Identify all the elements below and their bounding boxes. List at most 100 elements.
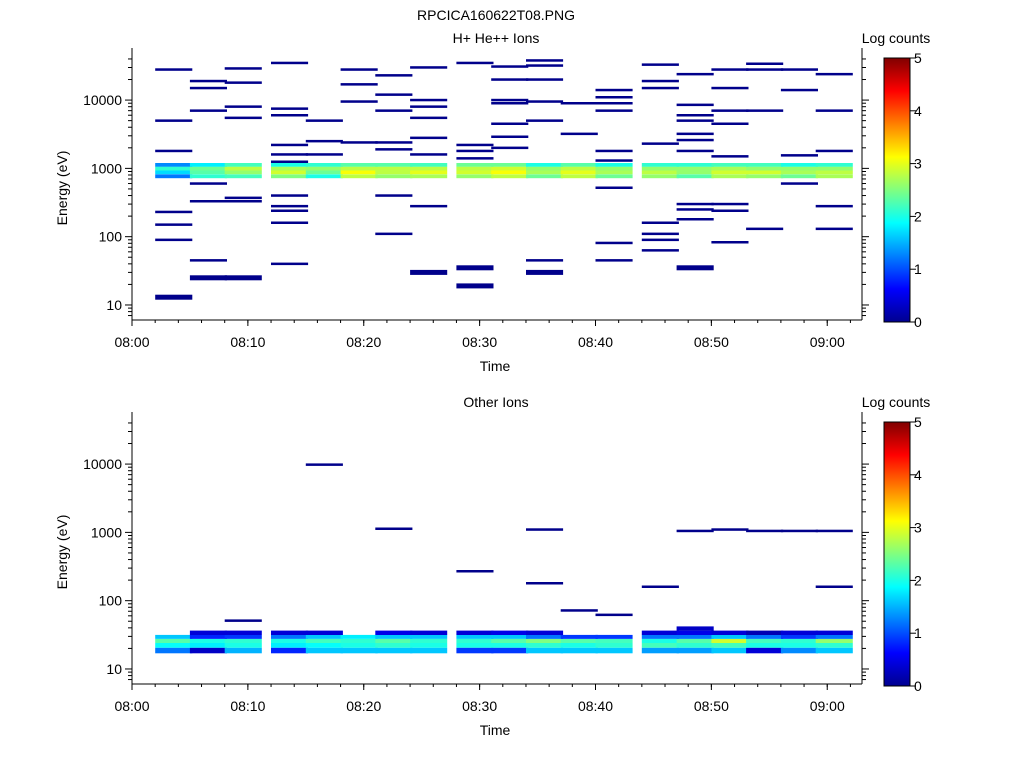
- heatmap-cell: [526, 582, 564, 585]
- panel-title: H+ He++ Ions: [453, 30, 540, 46]
- heatmap-cell: [780, 170, 818, 175]
- heatmap-cell: [746, 163, 784, 167]
- heatmap-cell: [305, 463, 343, 466]
- heatmap-cell: [375, 148, 413, 151]
- heatmap-cell: [305, 634, 343, 639]
- heatmap-cell: [676, 218, 714, 221]
- heatmap-cell: [456, 639, 494, 643]
- heatmap-cell: [189, 643, 227, 648]
- heatmap-cell: [641, 647, 679, 654]
- heatmap-cell: [815, 170, 853, 175]
- heatmap-cell: [526, 59, 564, 62]
- heatmap-cell: [271, 643, 309, 648]
- heatmap-cell: [815, 639, 853, 643]
- heatmap-cell: [526, 163, 564, 167]
- heatmap-cell: [676, 208, 714, 211]
- heatmap-cell: [676, 163, 714, 167]
- heatmap-cell: [340, 643, 378, 648]
- heatmap-cell: [155, 643, 193, 648]
- heatmap-cell: [224, 174, 262, 179]
- heatmap-cell: [305, 139, 343, 143]
- colorbar-gradient: [883, 421, 911, 687]
- heatmap-cell: [375, 166, 413, 171]
- heatmap-cell: [224, 619, 262, 622]
- heatmap-cell: [305, 643, 343, 648]
- y-axis-label: Energy (eV): [54, 151, 70, 226]
- heatmap-cell: [491, 170, 529, 175]
- heatmap-cell: [641, 63, 679, 66]
- heatmap-cell: [815, 227, 853, 231]
- heatmap-cell: [641, 79, 679, 83]
- heatmap-cell: [271, 262, 309, 266]
- heatmap-cell: [271, 107, 309, 110]
- heatmap-cell: [595, 166, 633, 171]
- heatmap-cell: [641, 142, 679, 145]
- heatmap-cell: [780, 634, 818, 639]
- heatmap-cell: [271, 630, 309, 635]
- heatmap-cell: [711, 174, 749, 179]
- heatmap-cell: [815, 163, 853, 167]
- heatmap-cell: [375, 643, 413, 648]
- heatmap-cell: [595, 643, 633, 648]
- heatmap-cell: [676, 149, 714, 153]
- heatmap-cell: [491, 65, 529, 68]
- heatmap-cell: [595, 647, 633, 654]
- heatmap-cell: [641, 238, 679, 242]
- heatmap-cell: [410, 66, 448, 69]
- heatmap-cell: [491, 135, 529, 138]
- heatmap-cell: [595, 109, 633, 112]
- heatmap-cell: [224, 166, 262, 171]
- heatmap-cell: [491, 102, 529, 105]
- colorbar: 0 1 2 3 4 5: [883, 414, 922, 694]
- heatmap-cell: [780, 630, 818, 635]
- heatmap-cell: [271, 170, 309, 175]
- x-tick-label: 09:00: [810, 334, 845, 350]
- heatmap-cell: [815, 643, 853, 648]
- heatmap-cell: [711, 109, 749, 112]
- heatmap-cell: [224, 634, 262, 639]
- heatmap-cell: [305, 119, 343, 122]
- heatmap-cell: [641, 634, 679, 639]
- heatmap-cell: [711, 647, 749, 654]
- heatmap-cell: [375, 93, 413, 96]
- heatmap-cell: [595, 88, 633, 92]
- heatmap-cell: [641, 630, 679, 635]
- heatmap-cell: [676, 119, 714, 122]
- heatmap-cell: [456, 630, 494, 635]
- heatmap-cell: [456, 634, 494, 639]
- heatmap-cell: [780, 163, 818, 167]
- heatmap-cell: [780, 639, 818, 643]
- heatmap-cell: [815, 630, 853, 635]
- heatmap-cell: [711, 170, 749, 175]
- heatmap-cell: [526, 64, 564, 67]
- heatmap-cell: [560, 132, 598, 136]
- heatmap-cell: [271, 160, 309, 163]
- heatmap-cell: [780, 174, 818, 179]
- y-tick-label: 10: [106, 297, 122, 313]
- heatmap-cell: [676, 170, 714, 175]
- heatmap-cell: [526, 119, 564, 122]
- heatmap-cell: [155, 238, 193, 242]
- heatmap-cell: [676, 132, 714, 136]
- heatmap-cell: [560, 174, 598, 179]
- heatmap-cell: [375, 194, 413, 197]
- heatmap-cell: [456, 61, 494, 65]
- colorbar-tick-label: 0: [914, 678, 922, 694]
- heatmap-cell: [410, 116, 448, 120]
- heatmap-cell: [456, 166, 494, 171]
- heatmap-cell: [375, 634, 413, 639]
- colorbar-tick-label: 0: [914, 314, 922, 330]
- heatmap-cell: [641, 232, 679, 236]
- colorbar: 0 1 2 3 4 5: [883, 50, 922, 330]
- heatmap-cell: [224, 647, 262, 654]
- heatmap-cell: [189, 79, 227, 83]
- heatmap-cell: [305, 630, 343, 635]
- colorbar-tick-label: 2: [914, 572, 922, 588]
- heatmap-cell: [155, 170, 193, 175]
- heatmap-cell: [676, 166, 714, 171]
- heatmap-cell: [711, 630, 749, 635]
- heatmap-cell: [155, 119, 193, 122]
- heatmap-cell: [189, 259, 227, 262]
- x-tick-label: 08:10: [230, 334, 265, 350]
